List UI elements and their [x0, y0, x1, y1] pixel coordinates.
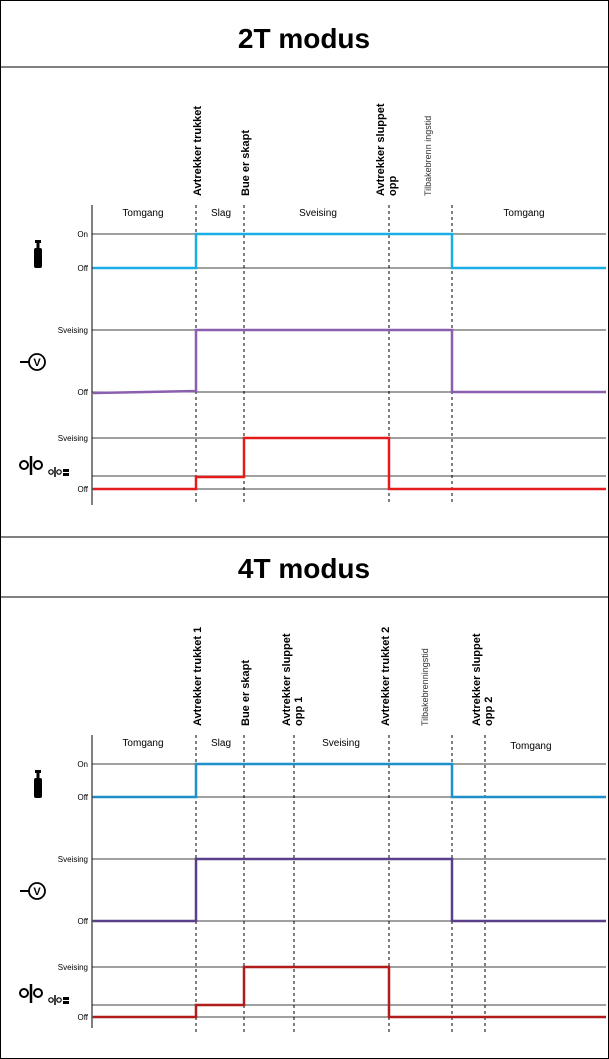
event-label: Avtrekker sluppet opp 2 — [471, 630, 495, 726]
voltage-high-label: Sveising — [58, 326, 88, 335]
current-signal — [93, 436, 606, 491]
event-label: Avtrekker trukket — [192, 106, 204, 196]
voltage-low-label: Off — [77, 917, 88, 926]
contactor-icon — [19, 984, 43, 1003]
event-label: Bue er skapt — [240, 130, 252, 196]
voltage-low-label: Off — [77, 388, 88, 397]
phase-label: Sveising — [322, 738, 360, 749]
contactor-small-icon — [48, 467, 70, 477]
phase-label: Tomgang — [510, 741, 551, 752]
event-label: Avtrekker sluppet opp 1 — [281, 630, 305, 726]
gas-high-label: On — [77, 760, 88, 769]
phase-label: Slag — [211, 738, 231, 749]
panel-2t: 2T modus Avtrekker trukket Bue er skapt … — [0, 23, 609, 505]
phase-label: Sveising — [299, 208, 337, 219]
phase-label: Tomgang — [122, 738, 163, 749]
svg-text:V: V — [33, 357, 41, 369]
voltage-high-label: Sveising — [58, 855, 88, 864]
event-label: Bue er skapt — [240, 660, 252, 726]
contactor-icon — [19, 456, 43, 475]
voltage-icon: V — [20, 882, 46, 900]
event-label: Avtrekker sluppet opp — [375, 100, 399, 196]
gas-low-label: Off — [77, 264, 88, 273]
voltage-signal — [92, 328, 606, 395]
gas-cylinder-icon — [34, 240, 42, 268]
event-label: Avtrekker trukket 2 — [380, 627, 392, 726]
phase-label: Tomgang — [122, 208, 163, 219]
gas-signal — [93, 762, 606, 799]
gas-cylinder-icon — [34, 770, 42, 798]
current-signal — [93, 965, 606, 1019]
contactor-small-icon — [48, 995, 70, 1005]
voltage-icon: V — [20, 353, 46, 371]
current-low-label: Off — [77, 1013, 88, 1022]
svg-text:V: V — [33, 886, 41, 898]
event-label: Tilbakebrenn ingstid — [423, 116, 433, 196]
panel-2t-title: 2T modus — [238, 23, 370, 54]
current-high-label: Sveising — [58, 963, 88, 972]
gas-low-label: Off — [77, 793, 88, 802]
event-label: Avtrekker trukket 1 — [192, 627, 204, 726]
voltage-signal — [93, 857, 606, 923]
current-high-label: Sveising — [58, 434, 88, 443]
phase-label: Slag — [211, 208, 231, 219]
phase-label: Tomgang — [503, 208, 544, 219]
panel-4t: 4T modus Avtrekker trukket 1 Bue er skap… — [0, 553, 609, 1032]
event-label: Tilbakebrenningstid — [420, 648, 430, 726]
gas-signal — [93, 232, 606, 270]
gas-high-label: On — [77, 230, 88, 239]
current-low-label: Off — [77, 485, 88, 494]
panel-4t-title: 4T modus — [238, 553, 370, 584]
